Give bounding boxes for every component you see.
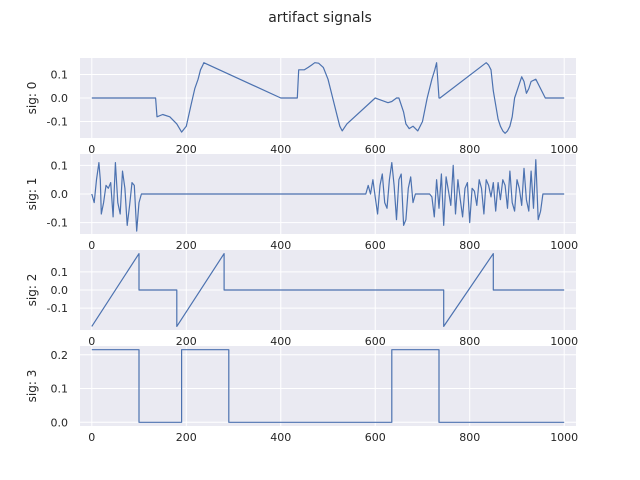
x-tick-label: 400 xyxy=(270,143,291,156)
y-tick-label: -0.1 xyxy=(47,116,68,129)
x-tick-label: 600 xyxy=(365,335,386,348)
x-tick-label: 800 xyxy=(459,335,480,348)
y-axis-label: sig: 2 xyxy=(25,274,39,307)
y-tick-label: 0.2 xyxy=(51,349,69,362)
y-tick-label: 0.1 xyxy=(51,159,69,172)
x-tick-label: 0 xyxy=(88,431,95,444)
series-line-sig-3 xyxy=(91,349,565,423)
y-axis-label: sig: 1 xyxy=(25,178,39,211)
x-tick-label: 600 xyxy=(365,239,386,252)
x-tick-label: 0 xyxy=(88,143,95,156)
x-tick-label: 800 xyxy=(459,239,480,252)
y-tick-label: 0.1 xyxy=(51,68,69,81)
x-tick-label: 200 xyxy=(176,335,197,348)
x-tick-label: 400 xyxy=(270,335,291,348)
chart-title: artifact signals xyxy=(268,10,372,26)
x-tick-label: 200 xyxy=(176,431,197,444)
subplots: 0 200 400 600 800 1000 -0.1 0.0 0.1 sig: 0 0 200 400… xyxy=(25,58,578,444)
panel-1: 0 200 400 600 800 1000 -0.1 0.0 0.1 sig: 1 xyxy=(25,154,578,252)
y-tick-label: 0.1 xyxy=(51,266,69,279)
panel-0: 0 200 400 600 800 1000 -0.1 0.0 0.1 sig: 0 xyxy=(25,58,578,156)
x-tick-label: 1000 xyxy=(550,335,578,348)
x-tick-label: 0 xyxy=(88,239,95,252)
y-tick-label: 0.0 xyxy=(51,188,69,201)
panel-background xyxy=(80,346,576,426)
x-tick-label: 400 xyxy=(270,431,291,444)
x-tick-label: 200 xyxy=(176,239,197,252)
x-tick-label: 1000 xyxy=(550,431,578,444)
x-tick-label: 800 xyxy=(459,431,480,444)
y-tick-label: -0.1 xyxy=(47,217,68,230)
x-tick-label: 800 xyxy=(459,143,480,156)
y-axis-label: sig: 0 xyxy=(25,82,39,115)
y-tick-label: -0.1 xyxy=(47,302,68,315)
y-tick-label: 0.0 xyxy=(51,92,69,105)
y-tick-label: 0.1 xyxy=(51,383,69,396)
x-tick-label: 200 xyxy=(176,143,197,156)
panel-2: 0 200 400 600 800 1000 -0.1 0.0 0.1 sig: 2 xyxy=(25,250,578,348)
y-axis-label: sig: 3 xyxy=(25,370,39,403)
y-tick-label: 0.0 xyxy=(51,284,69,297)
series-line-sig-1 xyxy=(91,159,565,232)
series-line-sig-2 xyxy=(91,253,565,327)
x-tick-label: 1000 xyxy=(550,143,578,156)
panel-3: 0 200 400 600 800 1000 0.0 0.1 0.2 sig: 3 xyxy=(25,346,578,444)
x-tick-label: 400 xyxy=(270,239,291,252)
x-tick-label: 0 xyxy=(88,335,95,348)
y-tick-label: 0.0 xyxy=(51,416,69,429)
series-line-sig-0 xyxy=(91,62,565,134)
x-tick-label: 1000 xyxy=(550,239,578,252)
x-tick-label: 600 xyxy=(365,143,386,156)
x-tick-label: 600 xyxy=(365,431,386,444)
